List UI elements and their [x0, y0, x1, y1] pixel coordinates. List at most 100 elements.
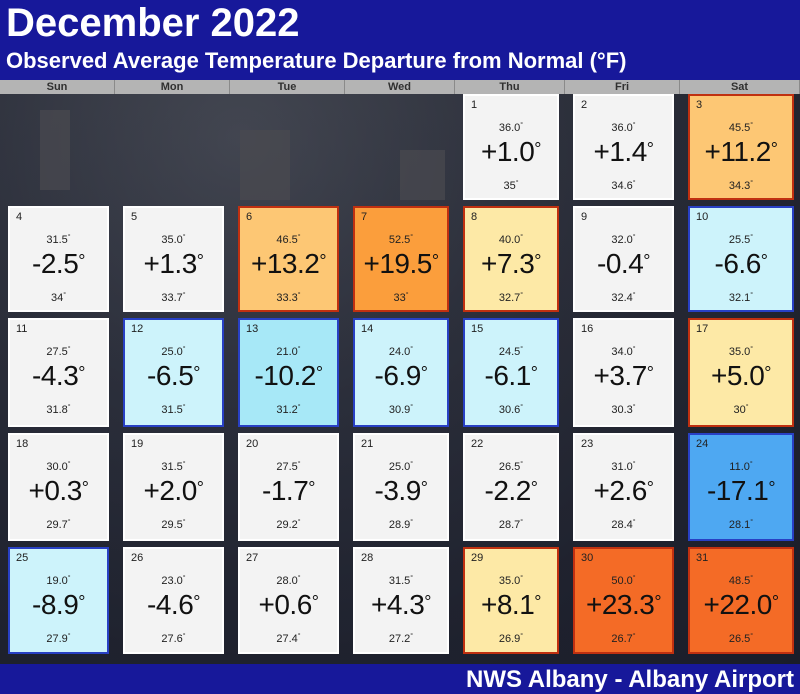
day-cell: 23 31.0° +2.6° 28.4° [573, 433, 674, 541]
degree-symbol: ° [750, 234, 754, 241]
day-cell: 14 24.0° -6.9° 30.9° [353, 318, 449, 427]
high-temp: 31.5° [10, 234, 107, 246]
normal-temp-value: 31.5 [161, 404, 183, 416]
degree-symbol: ° [632, 633, 636, 640]
day-number: 18 [16, 438, 29, 450]
degree-symbol: ° [632, 234, 636, 241]
normal-temp-value: 27.9 [46, 633, 68, 645]
normal-temp-value: 30 [733, 404, 746, 416]
high-temp-value: 31.5 [46, 234, 68, 246]
day-number: 11 [16, 323, 28, 335]
high-temp-value: 19.0 [46, 575, 68, 587]
normal-temp-value: 32.7 [498, 292, 521, 304]
temp-departure-value: +8.1 [481, 589, 535, 620]
high-temp-value: 28.0 [276, 575, 298, 587]
day-cell: 13 21.0° -10.2° 31.2° [238, 318, 339, 427]
degree-symbol: ° [750, 346, 754, 353]
temp-departure: +0.6° [240, 589, 337, 621]
weekday-wed: Wed [345, 80, 455, 94]
high-temp: 25.0° [125, 346, 222, 358]
high-temp-value: 24.5 [498, 346, 521, 358]
temp-departure-value: +1.0 [481, 136, 535, 167]
temp-departure-value: +23.3 [585, 589, 655, 620]
degree-symbol: ° [520, 292, 524, 299]
day-cell: 19 31.5° +2.0° 29.5° [123, 433, 224, 541]
high-temp: 36.0° [575, 122, 672, 134]
day-number: 23 [581, 438, 594, 450]
high-temp: 46.5° [240, 234, 337, 246]
normal-temp: 26.9° [465, 633, 557, 645]
degree-symbol: ° [643, 251, 650, 271]
degree-symbol: ° [410, 234, 414, 241]
degree-symbol: ° [646, 139, 654, 159]
degree-symbol: ° [520, 404, 524, 411]
day-number: 26 [131, 552, 144, 564]
degree-symbol: ° [182, 292, 186, 299]
degree-symbol: ° [410, 404, 414, 411]
weekday-mon: Mon [115, 80, 230, 94]
degree-symbol: ° [78, 592, 85, 612]
temp-departure: +1.4° [575, 136, 672, 168]
high-temp: 35.0° [125, 234, 222, 246]
normal-temp: 31.2° [240, 404, 337, 416]
high-temp: 27.5° [10, 346, 107, 358]
temp-departure: -4.3° [10, 360, 107, 392]
normal-temp: 29.5° [125, 519, 222, 531]
day-number: 25 [16, 552, 29, 564]
normal-temp-value: 28.9 [388, 519, 411, 531]
high-temp-value: 24.0 [388, 346, 411, 358]
degree-symbol: ° [182, 234, 186, 241]
normal-temp-value: 34 [50, 292, 64, 304]
normal-temp: 32.1° [690, 292, 792, 304]
degree-symbol: ° [760, 251, 768, 271]
high-temp-value: 45.5 [728, 122, 751, 134]
normal-temp-value: 32.4 [611, 292, 633, 304]
normal-temp-value: 29.5 [161, 519, 183, 531]
temp-departure-value: +13.2 [250, 248, 320, 279]
day-number: 10 [696, 211, 709, 223]
day-cell: 4 31.5° -2.5° 34° [8, 206, 109, 312]
degree-symbol: ° [632, 180, 636, 187]
day-cell: 28 31.5° +4.3° 27.2° [353, 547, 449, 654]
degree-symbol: ° [534, 592, 541, 612]
high-temp-value: 48.5 [728, 575, 751, 587]
high-temp-value: 25.5 [728, 234, 751, 246]
day-cell: 7 52.5° +19.5° 33° [353, 206, 449, 312]
degree-symbol: ° [520, 633, 524, 640]
weekday-header-row: Sun Mon Tue Wed Thu Fri Sat [0, 80, 800, 94]
normal-temp: 26.7° [575, 633, 672, 645]
normal-temp-value: 28.4 [611, 519, 633, 531]
footer-banner: NWS Albany - Albany Airport [0, 664, 800, 694]
high-temp: 48.5° [690, 575, 792, 587]
day-cell: 27 28.0° +0.6° 27.4° [238, 547, 339, 654]
normal-temp-value: 28.7 [498, 519, 521, 531]
temp-departure-value: -6.9 [374, 360, 422, 391]
degree-symbol: ° [764, 363, 771, 383]
high-temp-value: 25.0 [388, 461, 411, 473]
normal-temp: 33° [355, 292, 447, 304]
degree-symbol: ° [749, 461, 753, 468]
degree-symbol: ° [770, 139, 778, 159]
degree-symbol: ° [67, 519, 71, 526]
high-temp-value: 34.0 [611, 346, 633, 358]
degree-symbol: ° [297, 519, 301, 526]
weekday-sat: Sat [680, 80, 800, 94]
temp-departure: +1.0° [465, 136, 557, 168]
high-temp: 31.5° [125, 461, 222, 473]
degree-symbol: ° [297, 633, 301, 640]
background-building [400, 150, 445, 200]
normal-temp-value: 31.8 [46, 404, 68, 416]
high-temp: 25.0° [355, 461, 447, 473]
high-temp: 31.5° [355, 575, 447, 587]
temp-departure: +19.5° [355, 248, 447, 280]
high-temp: 21.0° [240, 346, 337, 358]
degree-symbol: ° [750, 122, 754, 129]
high-temp-value: 27.5 [46, 346, 68, 358]
background-building [240, 130, 290, 200]
day-cell: 30 50.0° +23.3° 26.7° [573, 547, 674, 654]
temp-departure: +2.0° [125, 475, 222, 507]
degree-symbol: ° [632, 404, 636, 411]
degree-symbol: ° [520, 461, 524, 468]
day-number: 31 [696, 552, 709, 564]
normal-temp: 30.6° [465, 404, 557, 416]
